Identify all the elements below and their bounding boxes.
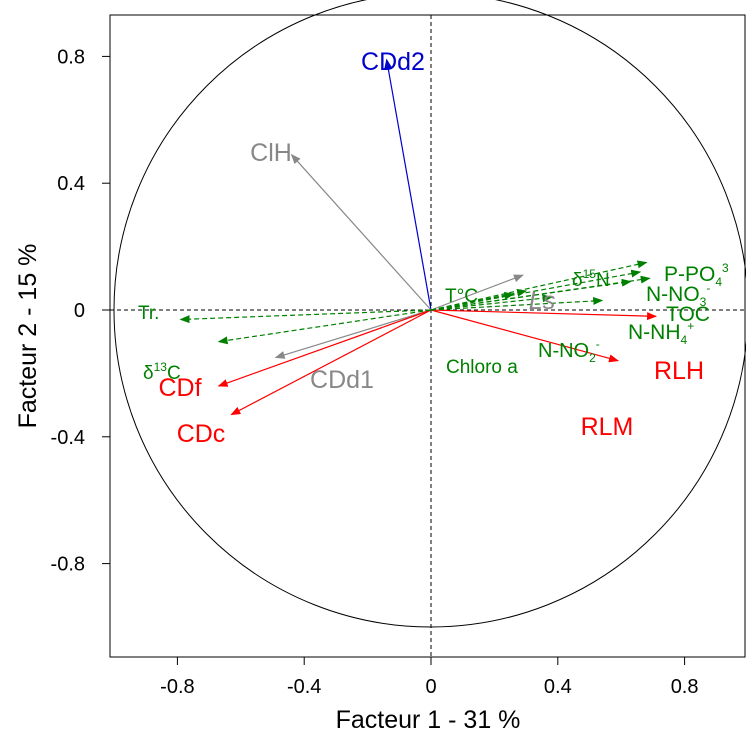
vector-CDd1	[274, 309, 432, 359]
label-d13C: δ13C	[143, 360, 181, 384]
vector-RLM	[430, 309, 619, 363]
vector-CDf	[217, 309, 432, 387]
label-NNO3: N-NO3-	[646, 281, 710, 309]
label-PPO4: P-PO43	[664, 261, 729, 289]
vector--15N	[430, 260, 648, 311]
vector-RLH	[430, 309, 658, 321]
label-NNH4: N-NH4+	[628, 319, 694, 347]
label-CDd1: CDd1	[310, 366, 374, 394]
x-tick-label: -0.8	[160, 676, 194, 698]
vector-CIH	[290, 153, 432, 311]
label-CDc: CDc	[177, 420, 226, 448]
vector-CDc	[230, 309, 432, 416]
vector-CDd2	[384, 58, 432, 311]
axes: -0.8 -0.4 0 0.4 0.8 -0.8 -0.4 0 0.4 0.8	[51, 0, 746, 698]
vector-Ls	[430, 274, 524, 311]
label-d15N: δ15N	[572, 267, 610, 291]
label-TC: T°C	[445, 286, 478, 307]
vector-TOC	[430, 278, 632, 311]
x-tick-label: 0.4	[544, 676, 572, 698]
label-RLH: RLH	[654, 357, 704, 385]
label-NNO2: N-NO2-	[538, 337, 600, 365]
x-tick-label: 0.8	[671, 676, 699, 698]
x-tick-label: -0.4	[287, 676, 321, 698]
vector-P-PO43-	[430, 269, 642, 311]
y-tick-label: 0.4	[57, 173, 85, 195]
vectors	[179, 58, 658, 416]
y-tick-label: 0.8	[57, 46, 85, 68]
label-Ls: Ls	[529, 287, 555, 315]
label-CDf: CDf	[158, 374, 201, 402]
y-tick-label: -0.8	[51, 554, 85, 576]
label-RLM: RLM	[581, 413, 634, 441]
label-Chloro: Chloro a	[446, 357, 518, 378]
x-tick-label: 0	[425, 676, 436, 698]
vector-Tr-	[179, 309, 432, 324]
variable-labels: CDd2 ClH CDd1 CDf CDc RLH RLM Ls Tr. δ13…	[138, 48, 729, 448]
vector-Chloro-a	[430, 288, 528, 311]
label-Tr: Tr.	[138, 303, 159, 324]
label-CIH: ClH	[250, 139, 292, 167]
vector-N-NO2-	[430, 294, 553, 311]
vector-N-NH4-	[430, 296, 604, 311]
label-TOC: TOC	[666, 303, 710, 326]
unit-circle	[113, 0, 746, 628]
y-tick-label: -0.4	[51, 427, 85, 449]
label-CDd2: CDd2	[361, 48, 425, 76]
x-axis-title: Facteur 1 - 31 %	[336, 706, 521, 734]
vector--13C	[217, 309, 432, 345]
y-tick-label: 0	[74, 300, 85, 322]
plot-frame	[109, 14, 746, 658]
y-axis-title: Facteur 2 - 15 %	[14, 244, 42, 429]
